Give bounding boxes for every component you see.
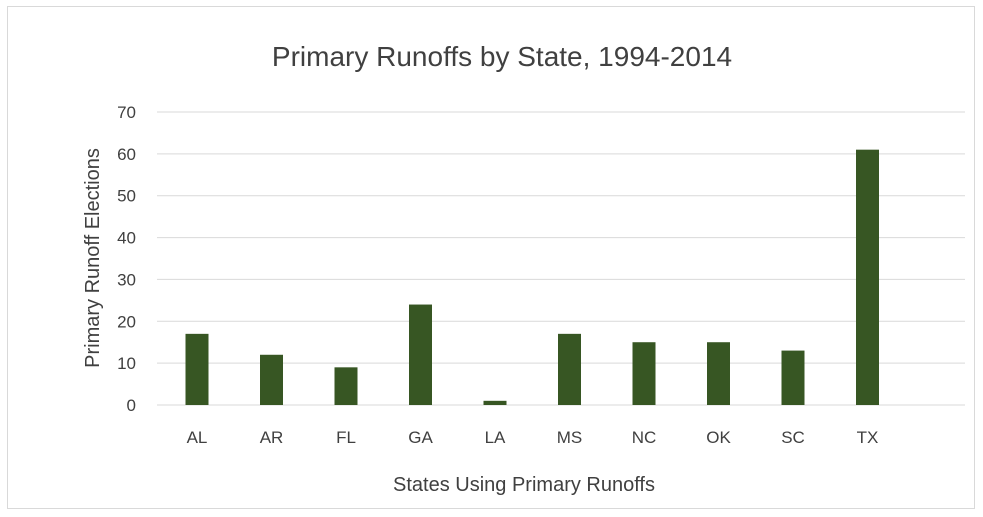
bar-la bbox=[483, 400, 507, 405]
x-tick-label-ar: AR bbox=[260, 428, 284, 447]
gridlines bbox=[157, 111, 965, 406]
y-tick-label: 20 bbox=[117, 312, 136, 331]
bar-ar bbox=[260, 354, 283, 405]
y-axis-label: Primary Runoff Elections bbox=[82, 148, 104, 368]
chart-title: Primary Runoffs by State, 1994-2014 bbox=[272, 41, 732, 72]
x-tick-label-nc: NC bbox=[632, 428, 657, 447]
y-tick-labels: 0 10 20 30 40 50 60 70 bbox=[117, 103, 136, 415]
x-axis-label: States Using Primary Runoffs bbox=[393, 474, 655, 496]
y-tick-label: 50 bbox=[117, 187, 136, 206]
bar-ga bbox=[409, 304, 432, 405]
x-tick-label-ok: OK bbox=[706, 428, 731, 447]
x-tick-label-tx: TX bbox=[857, 428, 879, 447]
x-tick-label-ga: GA bbox=[408, 428, 433, 447]
y-tick-label: 60 bbox=[117, 145, 136, 164]
bar-ms bbox=[558, 333, 581, 405]
y-tick-label: 0 bbox=[127, 396, 136, 415]
bar-tx bbox=[856, 149, 879, 405]
bar-ok bbox=[707, 342, 730, 405]
y-tick-label: 10 bbox=[117, 354, 136, 373]
bars bbox=[185, 149, 879, 405]
y-tick-label: 70 bbox=[117, 103, 136, 122]
bar-fl bbox=[334, 367, 358, 405]
x-tick-label-ms: MS bbox=[557, 428, 583, 447]
x-tick-label-sc: SC bbox=[781, 428, 805, 447]
x-tick-label-fl: FL bbox=[336, 428, 356, 447]
x-tick-label-al: AL bbox=[187, 428, 208, 447]
x-tick-labels: AL AR FL GA LA MS NC OK SC TX bbox=[187, 428, 879, 447]
bar-nc bbox=[632, 342, 656, 405]
bar-al bbox=[185, 333, 209, 405]
chart-frame bbox=[7, 6, 975, 509]
x-tick-label-la: LA bbox=[485, 428, 506, 447]
y-tick-label: 30 bbox=[117, 270, 136, 289]
y-tick-label: 40 bbox=[117, 229, 136, 248]
bar-sc bbox=[781, 350, 805, 405]
